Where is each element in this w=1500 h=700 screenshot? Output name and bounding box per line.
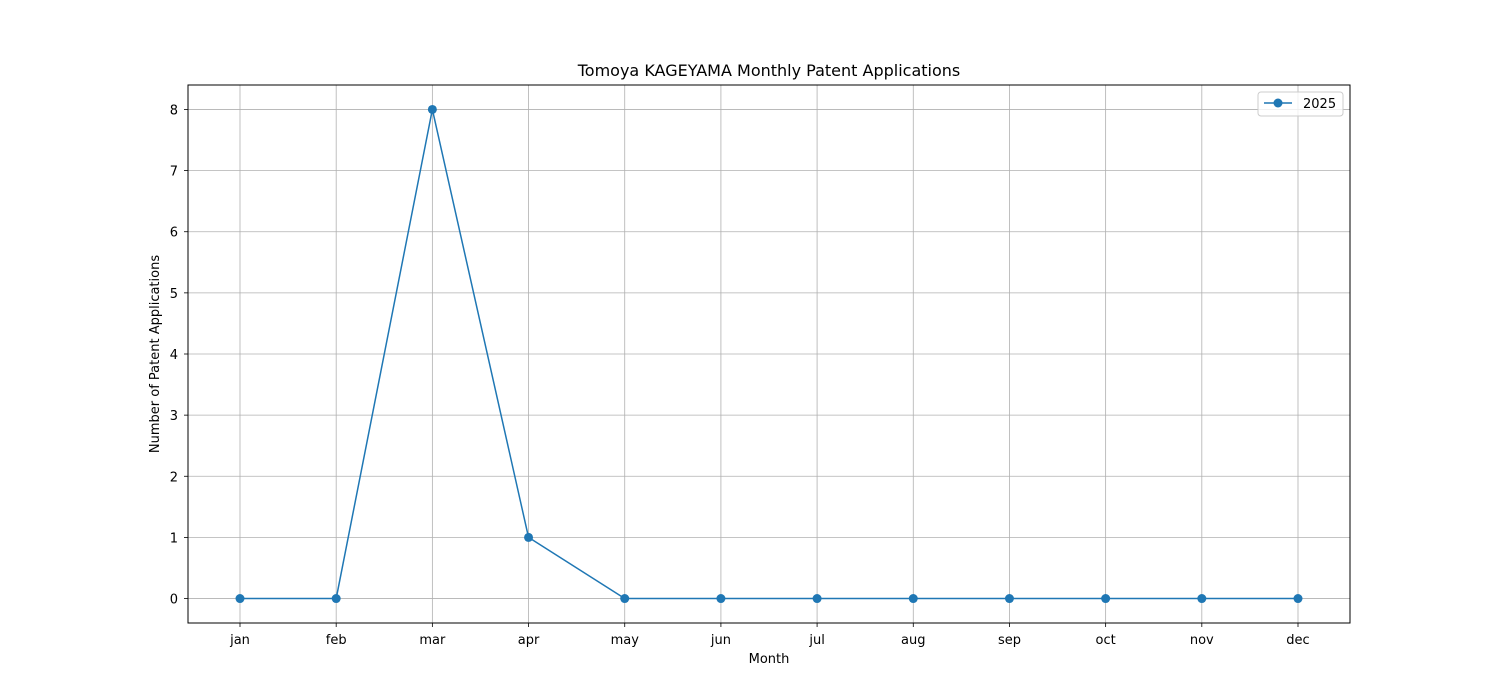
- x-tick-label: sep: [998, 633, 1021, 648]
- x-tick-label: nov: [1190, 633, 1214, 648]
- x-tick-label: mar: [419, 633, 446, 648]
- x-tick-label: oct: [1096, 633, 1116, 648]
- legend: 2025: [1258, 92, 1343, 116]
- y-tick-label: 5: [170, 287, 178, 302]
- x-tick-label: dec: [1286, 633, 1309, 648]
- y-tick-label: 2: [170, 470, 178, 485]
- y-tick-label: 0: [170, 593, 178, 608]
- y-tick-label: 4: [170, 348, 178, 363]
- chart-title: Tomoya KAGEYAMA Monthly Patent Applicati…: [577, 61, 961, 80]
- data-point-jul: [813, 594, 822, 603]
- x-tick-label: jun: [710, 633, 731, 648]
- data-point-aug: [909, 594, 918, 603]
- y-tick-label: 3: [170, 409, 178, 424]
- x-tick-label: aug: [901, 633, 925, 648]
- data-point-mar: [428, 105, 437, 114]
- x-tick-label: jul: [808, 633, 824, 648]
- x-tick-label: feb: [326, 633, 347, 648]
- data-point-dec: [1294, 594, 1303, 603]
- x-tick-label: may: [611, 633, 640, 648]
- y-tick-label: 6: [170, 226, 178, 241]
- legend-marker-swatch: [1274, 99, 1283, 108]
- data-point-jan: [236, 594, 245, 603]
- y-tick-label: 8: [170, 103, 178, 118]
- y-tick-label: 7: [170, 165, 178, 180]
- data-point-oct: [1101, 594, 1110, 603]
- legend-label: 2025: [1303, 97, 1336, 112]
- data-point-nov: [1197, 594, 1206, 603]
- data-point-feb: [332, 594, 341, 603]
- y-tick-label: 1: [170, 531, 178, 546]
- x-tick-label: apr: [518, 633, 540, 648]
- data-point-sep: [1005, 594, 1014, 603]
- y-axis-label: Number of Patent Applications: [148, 255, 163, 453]
- data-point-may: [620, 594, 629, 603]
- x-axis-label: Month: [749, 652, 790, 667]
- data-point-jun: [716, 594, 725, 603]
- data-point-apr: [524, 533, 533, 542]
- x-tick-label: jan: [229, 633, 250, 648]
